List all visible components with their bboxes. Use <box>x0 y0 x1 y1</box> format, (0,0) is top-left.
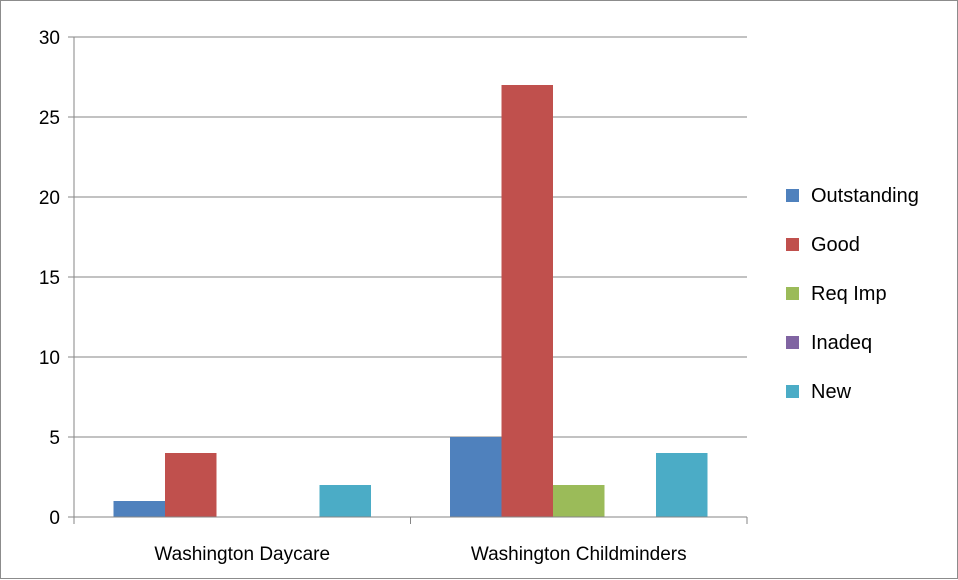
y-tick-label: 20 <box>39 188 60 209</box>
y-tick-label: 30 <box>39 28 60 49</box>
y-tick-label: 0 <box>49 508 60 529</box>
x-category-label: Washington Daycare <box>154 544 330 565</box>
x-category-label: Washington Childminders <box>471 544 687 565</box>
legend: Outstanding Good Req Imp Inadeq New <box>786 185 919 403</box>
bars <box>113 85 708 517</box>
legend-label: Req Imp <box>811 283 887 305</box>
bar-req-imp <box>553 485 605 517</box>
gridlines <box>74 36 747 438</box>
legend-label: Good <box>811 234 860 256</box>
legend-label: Outstanding <box>811 185 919 207</box>
y-tick-labels: 0 5 10 15 20 25 30 <box>39 28 60 529</box>
legend-swatch <box>786 336 799 349</box>
bar-new <box>319 485 371 517</box>
axes <box>68 36 748 524</box>
bar-good <box>165 453 217 517</box>
y-tick-label: 25 <box>39 108 60 129</box>
legend-swatch <box>786 238 799 251</box>
legend-label: Inadeq <box>811 332 872 354</box>
bar-good <box>501 85 553 517</box>
bar-new <box>656 453 708 517</box>
x-category-labels: Washington Daycare Washington Childminder… <box>154 544 686 565</box>
y-tick-label: 5 <box>49 428 60 449</box>
bar-outstanding <box>113 501 165 517</box>
legend-swatch <box>786 385 799 398</box>
legend-swatch <box>786 287 799 300</box>
legend-label: New <box>811 381 852 403</box>
y-tick-label: 10 <box>39 348 60 369</box>
y-tick-label: 15 <box>39 268 60 289</box>
bar-outstanding <box>450 437 502 517</box>
legend-swatch <box>786 189 799 202</box>
